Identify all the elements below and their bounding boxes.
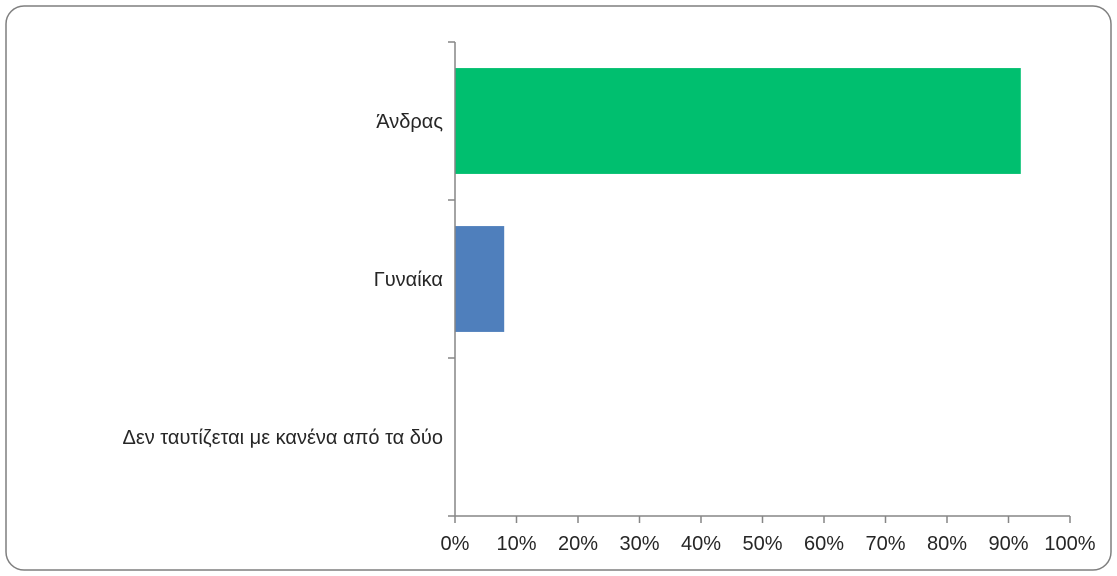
- x-tick-label: 0%: [441, 533, 470, 555]
- x-tick-label: 60%: [804, 533, 844, 555]
- bar-1: [455, 68, 1021, 174]
- x-tick-label: 40%: [681, 533, 721, 555]
- bars-layer: [455, 68, 1021, 332]
- x-tick-label: 20%: [558, 533, 598, 555]
- axis-layer: [448, 41, 1071, 523]
- category-label-1: Άνδρας: [376, 111, 443, 133]
- x-tick-label: 80%: [927, 533, 967, 555]
- x-tick-label: 90%: [988, 533, 1028, 555]
- x-tick-label: 50%: [742, 533, 782, 555]
- category-label-2: Γυναίκα: [374, 269, 443, 291]
- x-tick-label: 10%: [496, 533, 536, 555]
- labels-layer: Άνδρας Γυναίκα Δεν ταυτίζεται με κανένα απ…: [122, 111, 1095, 555]
- bar-2: [455, 226, 505, 332]
- category-label-3: Δεν ταυτίζεται με κανένα από τα δύο: [122, 427, 443, 449]
- x-tick-label: 100%: [1044, 533, 1095, 555]
- x-tick-label: 70%: [865, 533, 905, 555]
- x-tick-label: 30%: [619, 533, 659, 555]
